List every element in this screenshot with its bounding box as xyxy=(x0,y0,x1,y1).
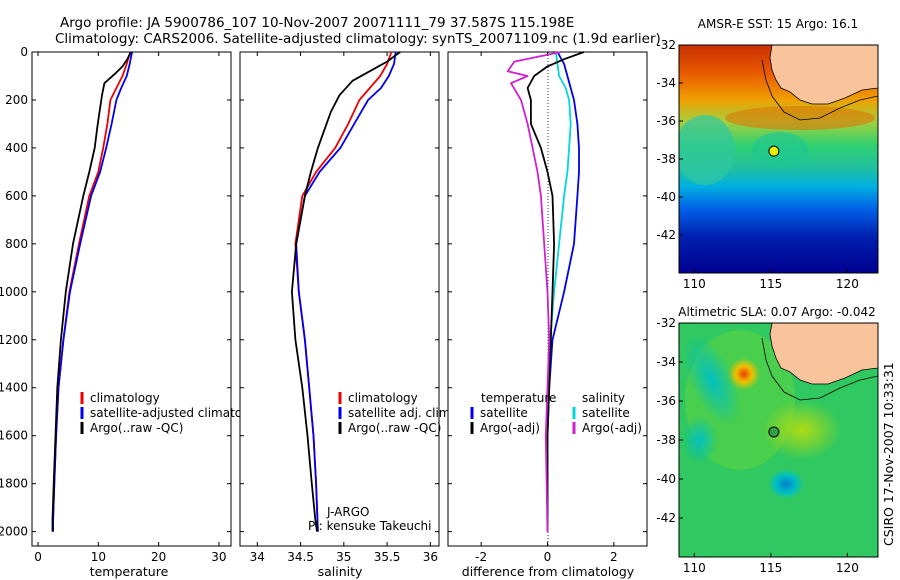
sal-series-argo-raw-qc- xyxy=(290,51,401,532)
depth-tick-label: 0 xyxy=(20,45,28,59)
map-ytick-label: -36 xyxy=(656,394,676,408)
difference-legend-label: Argo(-adj) xyxy=(582,421,642,435)
header-line-1: Argo profile: JA 5900786_107 10-Nov-2007… xyxy=(60,15,574,31)
sal-xtick-label: 34 xyxy=(250,550,265,564)
map-ytick-label: -34 xyxy=(656,76,676,90)
sal-series-satellite-adj-clim- xyxy=(295,51,397,532)
map-ytick-label: -40 xyxy=(656,190,676,204)
sst-warm-tongue xyxy=(725,106,875,130)
map-ytick-label: -34 xyxy=(656,355,676,369)
diff-xtick-label: 2 xyxy=(610,550,618,564)
sst-float-marker xyxy=(768,145,780,157)
sla-cyan-ridge xyxy=(682,333,742,427)
depth-tick-label: 200 xyxy=(5,93,28,107)
diff-xtick-label: -2 xyxy=(475,550,487,564)
temp-xtick-label: 30 xyxy=(211,550,226,564)
temp-xtick-label: 10 xyxy=(91,550,106,564)
salinity-legend-label: satellite adj. clim. xyxy=(348,406,454,420)
float-pi: PI: kensuke Takeuchi xyxy=(308,519,431,533)
sal-xtick-label: 35 xyxy=(336,550,351,564)
depth-tick-label: 1000 xyxy=(0,285,28,299)
temperature-legend-label: climatology xyxy=(90,391,160,405)
temperature-legend-label: satellite-adjusted climatology xyxy=(90,406,268,420)
depth-tick-label: 400 xyxy=(5,141,28,155)
salinity-axes-box xyxy=(239,51,440,547)
difference-xlabel: difference from climatology xyxy=(462,564,635,579)
map-ytick-label: -40 xyxy=(656,472,676,486)
map-ytick-label: -42 xyxy=(656,511,676,525)
map-ytick-label: -32 xyxy=(656,38,676,52)
sst-map-title: AMSR-E SST: 15 Argo: 16.1 xyxy=(698,17,858,31)
difference-legend-label: Argo(-adj) xyxy=(480,421,540,435)
diff-series-temperature-argo-adj- xyxy=(526,51,585,532)
temperature-panel: 0 10 20 30 0 200 400 600 800 1000 1200 1400 1600 1800… xyxy=(0,45,268,579)
salinity-legend-label: Argo(..raw -QC) xyxy=(348,421,441,435)
diff-series-salinity-argo-adj- xyxy=(506,51,561,532)
sla-contour xyxy=(761,337,878,401)
temperature-legend-label: Argo(..raw -QC) xyxy=(90,421,183,435)
sla-land xyxy=(769,323,878,385)
sla-warm-eddy xyxy=(728,358,760,390)
salinity-panel: 34 34.5 35 35.5 36 salinity climatologysatel… xyxy=(239,51,454,579)
difference-legend-label: satellite xyxy=(582,406,630,420)
temp-series-argo-raw-qc- xyxy=(51,51,132,532)
map-xtick-label: 115 xyxy=(759,277,782,291)
map-ytick-label: -42 xyxy=(656,228,676,242)
sla-map-title: Altimetric SLA: 0.07 Argo: -0.042 xyxy=(678,305,875,319)
depth-tick-label: 1800 xyxy=(0,477,28,491)
sla-yellow-patch xyxy=(762,400,842,460)
depth-tick-label: 800 xyxy=(5,237,28,251)
header-line-2: Climatology: CARS2006. Satellite-adjuste… xyxy=(55,31,661,47)
temperature-xlabel: temperature xyxy=(90,564,169,579)
map-xtick-label: 110 xyxy=(683,561,706,575)
map-ytick-label: -38 xyxy=(656,433,676,447)
sla-float-marker xyxy=(768,426,780,438)
sst-land xyxy=(769,45,878,105)
map-ytick-label: -32 xyxy=(656,316,676,330)
depth-tick-label: 1400 xyxy=(0,381,28,395)
depth-tick-label: 1200 xyxy=(0,333,28,347)
depth-tick-label: 600 xyxy=(5,189,28,203)
depth-tick-label: 2000 xyxy=(0,525,28,539)
temp-xtick-label: 0 xyxy=(34,550,42,564)
map-ytick-label: -38 xyxy=(656,152,676,166)
map-ytick-label: -36 xyxy=(656,114,676,128)
map-xtick-label: 120 xyxy=(836,561,859,575)
sst-eddy xyxy=(752,132,808,168)
sal-xtick-label: 34.5 xyxy=(287,550,314,564)
float-program: J-ARGO xyxy=(326,505,369,519)
temperature-axes-box xyxy=(31,51,232,547)
sla-cold-eddy xyxy=(768,469,804,499)
sla-map-panel: Altimetric SLA: 0.07 Argo: -0.042 110 115… xyxy=(656,305,879,575)
depth-tick-label: 1600 xyxy=(0,429,28,443)
sal-xtick-label: 36 xyxy=(423,550,438,564)
map-xtick-label: 110 xyxy=(683,277,706,291)
difference-legend-title: salinity xyxy=(582,391,625,405)
salinity-xlabel: salinity xyxy=(318,564,363,579)
diff-xtick-label: 0 xyxy=(544,550,552,564)
map-xtick-label: 120 xyxy=(836,277,859,291)
sla-cyan-west xyxy=(682,416,718,464)
sst-cool-patch xyxy=(679,115,735,185)
difference-legend: temperaturesatelliteArgo(-adj)salinitysa… xyxy=(470,391,642,435)
sst-contour xyxy=(761,59,878,121)
sal-xtick-label: 35.5 xyxy=(374,550,401,564)
sst-map-panel: AMSR-E SST: 15 Argo: 16.1 110 115 120 -42 -4… xyxy=(656,17,879,291)
map-xtick-label: 115 xyxy=(759,561,782,575)
salinity-legend-label: climatology xyxy=(348,391,418,405)
difference-panel: -2 0 2 difference from climatology tempera… xyxy=(447,51,648,579)
difference-legend-label: satellite xyxy=(480,406,528,420)
difference-legend-title: temperature xyxy=(481,391,556,405)
side-timestamp: CSIRO 17-Nov-2007 10:33:31 xyxy=(881,362,896,546)
temp-xtick-label: 20 xyxy=(151,550,166,564)
